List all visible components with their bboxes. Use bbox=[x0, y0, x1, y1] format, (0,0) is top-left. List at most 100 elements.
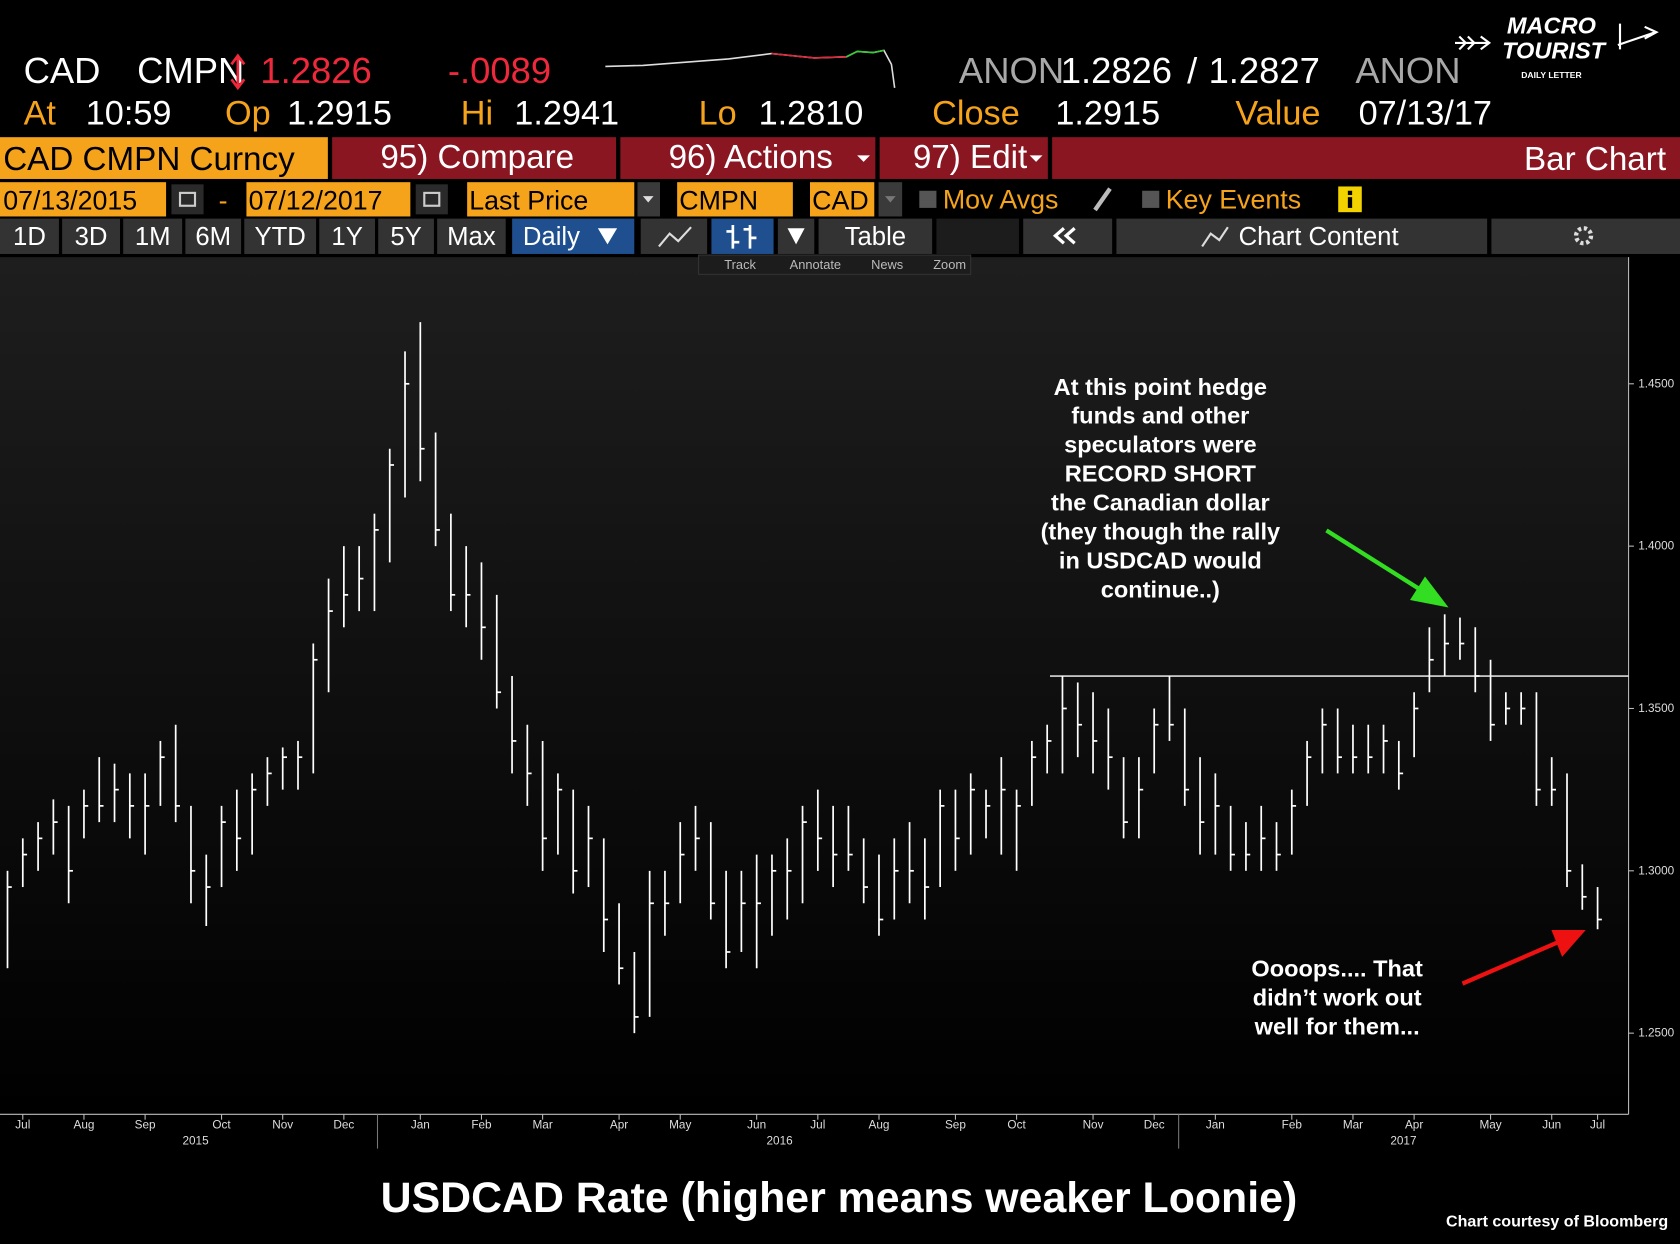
period-label[interactable]: 3D bbox=[75, 223, 108, 251]
spacer bbox=[936, 218, 1019, 254]
input[interactable] bbox=[0, 182, 167, 217]
period-button[interactable] bbox=[62, 218, 120, 254]
annotation: (they though the rally bbox=[1041, 518, 1281, 544]
period-button[interactable] bbox=[185, 218, 242, 254]
menu-button[interactable] bbox=[620, 137, 876, 179]
annotation-arrowhead bbox=[1410, 576, 1449, 608]
pencil-icon[interactable] bbox=[1093, 187, 1112, 212]
frequency[interactable]: Daily bbox=[523, 223, 580, 251]
input[interactable] bbox=[246, 182, 411, 217]
field-label: Lo bbox=[699, 95, 737, 133]
annotation: RECORD SHORT bbox=[1065, 461, 1257, 487]
period-label[interactable]: 1M bbox=[135, 223, 171, 251]
input[interactable] bbox=[810, 182, 875, 217]
checkbox[interactable] bbox=[1142, 190, 1160, 208]
security-box[interactable] bbox=[0, 137, 328, 179]
annotation: didn’t work out bbox=[1253, 985, 1422, 1011]
x-tick-label: Jun bbox=[1542, 1119, 1561, 1132]
calendar-button[interactable] bbox=[415, 184, 448, 215]
ask-source: ANON bbox=[1355, 50, 1460, 91]
toolbar-item[interactable]: Track bbox=[724, 257, 756, 272]
field-select[interactable]: Last Price bbox=[469, 185, 588, 215]
period-label[interactable]: Max bbox=[447, 223, 496, 251]
security[interactable]: CAD CMPN Curncy bbox=[3, 141, 295, 178]
chart-title: USDCAD Rate (higher means weaker Loonie) bbox=[381, 1174, 1298, 1222]
period-button[interactable] bbox=[244, 218, 317, 254]
x-tick-label: Jan bbox=[411, 1119, 430, 1132]
annotation-arrowhead bbox=[1551, 930, 1586, 957]
calendar-icon bbox=[423, 191, 441, 207]
source-note: Chart courtesy of Bloomberg bbox=[1446, 1212, 1668, 1230]
end-date[interactable]: 07/12/2017 bbox=[249, 185, 383, 215]
menu-button[interactable] bbox=[879, 137, 1048, 179]
field-value: 1.2941 bbox=[514, 95, 619, 133]
toolbar-item[interactable]: Annotate bbox=[790, 257, 841, 272]
collapse-icon bbox=[1052, 227, 1076, 245]
period-button[interactable] bbox=[319, 218, 375, 254]
dropdown-arrow bbox=[642, 196, 654, 203]
x-tick-label: Apr bbox=[610, 1119, 628, 1132]
period-label[interactable]: 1Y bbox=[331, 223, 362, 251]
line-icon bbox=[658, 226, 692, 248]
toolbar bbox=[698, 254, 972, 275]
x-tick-label: Sep bbox=[945, 1119, 966, 1132]
calendar-button[interactable] bbox=[171, 184, 204, 215]
logo-text: DAILY LETTER bbox=[1521, 70, 1582, 80]
toolbar-items: Track Annotate News Zoom bbox=[724, 257, 966, 272]
period-label[interactable]: YTD bbox=[254, 223, 305, 251]
period-button[interactable] bbox=[378, 218, 434, 254]
x-tick-label: Oct bbox=[1007, 1119, 1026, 1132]
toolbar-item[interactable]: News bbox=[871, 257, 903, 272]
dropdown-arrow bbox=[885, 196, 896, 203]
bar-chart-button[interactable] bbox=[711, 218, 774, 254]
chart-content-button[interactable] bbox=[1116, 218, 1488, 254]
x-tick-label: Jul bbox=[15, 1119, 30, 1132]
ticker: CAD bbox=[24, 50, 101, 91]
edit[interactable]: 97) Edit bbox=[913, 139, 1027, 176]
chart-content[interactable]: Chart Content bbox=[1239, 223, 1399, 251]
menu-bar bbox=[1052, 137, 1680, 179]
info-dot bbox=[1347, 190, 1353, 196]
compare[interactable]: 95) Compare bbox=[380, 139, 574, 176]
x-tick-label: Dec bbox=[1144, 1119, 1165, 1132]
bid-ask-separator: / bbox=[1187, 50, 1198, 91]
checkbox[interactable] bbox=[919, 190, 937, 208]
actions[interactable]: 96) Actions bbox=[669, 139, 833, 176]
x-tick-label: Aug bbox=[869, 1119, 890, 1132]
toolbar-item[interactable]: Zoom bbox=[933, 257, 966, 272]
start-date[interactable]: 07/13/2015 bbox=[3, 185, 137, 215]
field-value: 1.2810 bbox=[759, 95, 864, 133]
x-tick-label: Feb bbox=[471, 1119, 492, 1132]
period-label[interactable]: 6M bbox=[195, 223, 231, 251]
y-tick-label: 1.4000 bbox=[1638, 540, 1674, 553]
period-label[interactable]: 5Y bbox=[390, 223, 421, 251]
table[interactable]: Table bbox=[845, 223, 906, 251]
key-events[interactable]: Key Events bbox=[1166, 184, 1301, 214]
menu-button[interactable] bbox=[332, 137, 617, 179]
logo-text: MACRO bbox=[1507, 13, 1596, 39]
settings-button[interactable] bbox=[1491, 218, 1680, 254]
source: CMPN bbox=[137, 50, 244, 91]
plot-area bbox=[0, 257, 1629, 1115]
x-tick-label: Dec bbox=[333, 1119, 354, 1132]
period-label[interactable]: 1D bbox=[13, 223, 46, 251]
bar-icon bbox=[726, 225, 757, 249]
mov-avgs[interactable]: Mov Avgs bbox=[943, 184, 1059, 214]
x-tick-label: Nov bbox=[1083, 1119, 1104, 1132]
x-tick-label: Jul bbox=[810, 1119, 825, 1132]
input[interactable] bbox=[467, 182, 635, 217]
period-button[interactable] bbox=[437, 218, 506, 254]
frequency-button[interactable] bbox=[512, 218, 635, 254]
period-button[interactable] bbox=[123, 218, 183, 254]
dropdown-arrow bbox=[1029, 155, 1043, 162]
input[interactable] bbox=[677, 182, 793, 217]
table-button[interactable] bbox=[818, 218, 933, 254]
currency[interactable]: CAD bbox=[812, 185, 869, 215]
pricing-source[interactable]: CMPN bbox=[679, 185, 758, 215]
period-button[interactable] bbox=[0, 218, 59, 254]
x-tick-label: Sep bbox=[135, 1119, 156, 1132]
field-label: Op bbox=[225, 95, 271, 133]
dropdown-arrow bbox=[597, 228, 618, 245]
x-tick-label: Apr bbox=[1405, 1119, 1423, 1132]
